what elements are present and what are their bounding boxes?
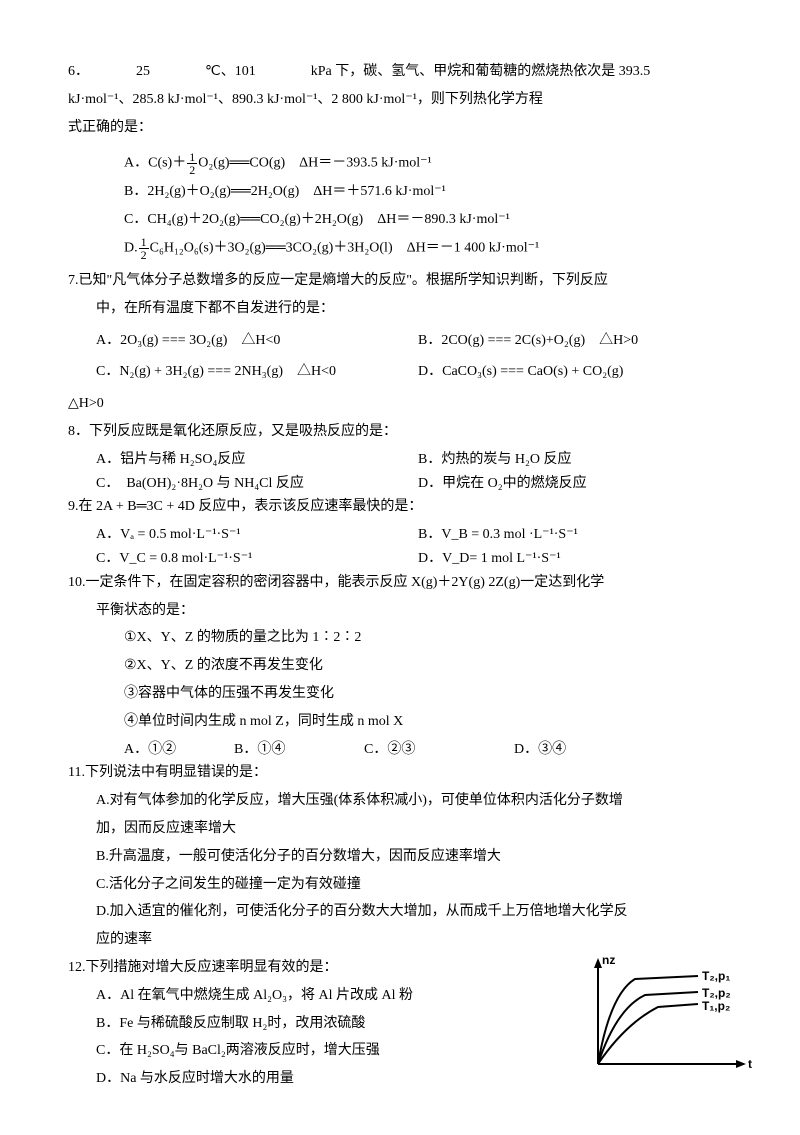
q9-num: 9.	[68, 499, 79, 514]
q11-opt-d2: 应的速率	[68, 928, 740, 952]
q7-row2: C．N₂(g) + 3H₂(g) === 2NH₃(g) △H<0 D．CaCO…	[68, 360, 740, 384]
q10-opts: A．①② B．①④ C．②③ D．③④	[68, 738, 740, 762]
q8-row1: A．铝片与稀 H₂SO₄反应 B．灼热的炭与 H₂O 反应	[68, 448, 740, 472]
q11-num: 11.	[68, 765, 85, 780]
q12-stem: 下列措施对增大反应速率明显有效的是：	[86, 960, 338, 975]
q10-i1: ①X、Y、Z 的物质的量之比为 1∶2∶2	[68, 626, 740, 650]
q8-row2: C． Ba(OH)₂·8H₂O 与 NH₄Cl 反应 D．甲烷在 O₂中的燃烧反…	[68, 472, 740, 496]
q6-line2: kJ·mol⁻¹、285.8 kJ·mol⁻¹、890.3 kJ·mol⁻¹、2…	[68, 88, 740, 112]
q10-stem2: 平衡状态的是：	[68, 599, 740, 623]
q12-wrap: 12.下列措施对增大反应速率明显有效的是： A．Al 在氧气中燃烧生成 Al₂O…	[68, 956, 740, 1091]
q10-opt-a: A．①②	[124, 738, 234, 762]
q11-stem: 下列说法中有明显错误的是：	[85, 765, 267, 780]
q10-i4: ④单位时间内生成 n mol Z，同时生成 n mol X	[68, 710, 740, 734]
q11-opt-c: C.活化分子之间发生的碰撞一定为有效碰撞	[68, 873, 740, 897]
q6-opt-c: C．CH₄(g)＋2O₂(g)══CO₂(g)＋2H₂O(g) ΔH＝－890.…	[68, 208, 740, 232]
q8-opt-a: A．铝片与稀 H₂SO₄反应	[96, 448, 418, 472]
q10-opt-b: B．①④	[234, 738, 364, 762]
question-9: 9.在 2A + B═3C + 4D 反应中，表示该反应速率最快的是：	[68, 495, 740, 519]
chart-y-label: nz	[602, 950, 615, 970]
q6-opt-d: D.12C₆H₁₂O₆(s)＋3O₂(g)══3CO₂(g)＋3H₂O(l) Δ…	[68, 236, 740, 261]
q7-opt-b: B．2CO(g) === 2C(s)+O₂(g) △H>0	[418, 329, 740, 353]
question-8: 8．下列反应既是氧化还原反应，又是吸热反应的是：	[68, 420, 740, 444]
q6-p1: 25	[136, 64, 150, 79]
chart-x-label: t	[748, 1054, 752, 1074]
q6-p3: kPa 下，碳、氢气、甲烷和葡萄糖的燃烧热依次是 393.5	[311, 64, 651, 79]
q9-opt-a: A．Vₐ = 0.5 mol·L⁻¹·S⁻¹	[96, 523, 418, 547]
question-7: 7.已知"凡气体分子总数增多的反应一定是熵增大的反应"。根据所学知识判断，下列反…	[68, 269, 740, 293]
rate-chart: nz t T₂,p₁ T₂,p₂ T₁,p₂	[580, 954, 750, 1084]
q10-i3: ③容器中气体的压强不再发生变化	[68, 682, 740, 706]
q7-opt-a: A．2O₃(g) === 3O₂(g) △H<0	[96, 329, 418, 353]
q10-opt-d: D．③④	[514, 738, 566, 762]
q6-p2: ℃、101	[205, 64, 256, 79]
q6-opt-b: B．2H₂(g)＋O₂(g)══2H₂O(g) ΔH＝＋571.6 kJ·mol…	[68, 180, 740, 204]
q7-stem2: 中，在所有温度下都不自发进行的是：	[68, 297, 740, 321]
q8-opt-b: B．灼热的炭与 H₂O 反应	[418, 448, 740, 472]
q9-opt-d: D．V_D= 1 mol L⁻¹·S⁻¹	[418, 547, 740, 571]
q11-opt-a1: A.对有气体参加的化学反应，增大压强(体系体积减小)，可使单位体积内活化分子数增	[68, 789, 740, 813]
q10-opt-c: C．②③	[364, 738, 514, 762]
q11-opt-b: B.升高温度，一般可使活化分子的百分数增大，因而反应速率增大	[68, 845, 740, 869]
q9-stem: 在 2A + B═3C + 4D 反应中，表示该反应速率最快的是：	[79, 499, 423, 514]
q7-opt-d: D．CaCO₃(s) === CaO(s) + CO₂(g)	[418, 360, 740, 384]
chart-curve-3: T₁,p₂	[702, 996, 730, 1016]
q6-opt-a: A．C(s)＋12O₂(g)══CO(g) ΔH＝－393.5 kJ·mol⁻¹	[68, 151, 740, 176]
q9-opt-b: B．V_B = 0.3 mol ·L⁻¹·S⁻¹	[418, 523, 740, 547]
q10-i2: ②X、Y、Z 的浓度不再发生变化	[68, 654, 740, 678]
q7-opt-c: C．N₂(g) + 3H₂(g) === 2NH₃(g) △H<0	[96, 360, 418, 384]
q9-row2: C．V_C = 0.8 mol·L⁻¹·S⁻¹ D．V_D= 1 mol L⁻¹…	[68, 547, 740, 571]
q12-num: 12.	[68, 960, 86, 975]
q11-opt-d1: D.加入适宜的催化剂，可使活化分子的百分数大大增加，从而成千上万倍地增大化学反	[68, 900, 740, 924]
q6-line3: 式正确的是：	[68, 116, 740, 140]
q11-opt-a2: 加，因而反应速率增大	[68, 817, 740, 841]
question-10: 10.一定条件下，在固定容积的密闭容器中，能表示反应 X(g)＋2Y(g) 2Z…	[68, 571, 740, 595]
q9-opt-c: C．V_C = 0.8 mol·L⁻¹·S⁻¹	[96, 547, 418, 571]
q7-tail: △H>0	[68, 392, 740, 416]
q7-stem: 已知"凡气体分子总数增多的反应一定是熵增大的反应"。根据所学知识判断，下列反应	[79, 273, 608, 288]
q9-row1: A．Vₐ = 0.5 mol·L⁻¹·S⁻¹ B．V_B = 0.3 mol ·…	[68, 523, 740, 547]
q8-stem: 下列反应既是氧化还原反应，又是吸热反应的是：	[89, 424, 397, 439]
question-11: 11.下列说法中有明显错误的是：	[68, 761, 740, 785]
q10-num: 10.	[68, 575, 86, 590]
q7-num: 7.	[68, 273, 79, 288]
q8-num: 8．	[68, 424, 89, 439]
q8-opt-c: C． Ba(OH)₂·8H₂O 与 NH₄Cl 反应	[96, 472, 418, 496]
q8-opt-d: D．甲烷在 O₂中的燃烧反应	[418, 472, 740, 496]
question-6: 6． 25 ℃、101 kPa 下，碳、氢气、甲烷和葡萄糖的燃烧热依次是 393…	[68, 60, 740, 84]
q7-row1: A．2O₃(g) === 3O₂(g) △H<0 B．2CO(g) === 2C…	[68, 329, 740, 353]
q6-num: 6．	[68, 64, 89, 79]
q10-stem: 一定条件下，在固定容积的密闭容器中，能表示反应 X(g)＋2Y(g) 2Z(g)…	[86, 575, 605, 590]
